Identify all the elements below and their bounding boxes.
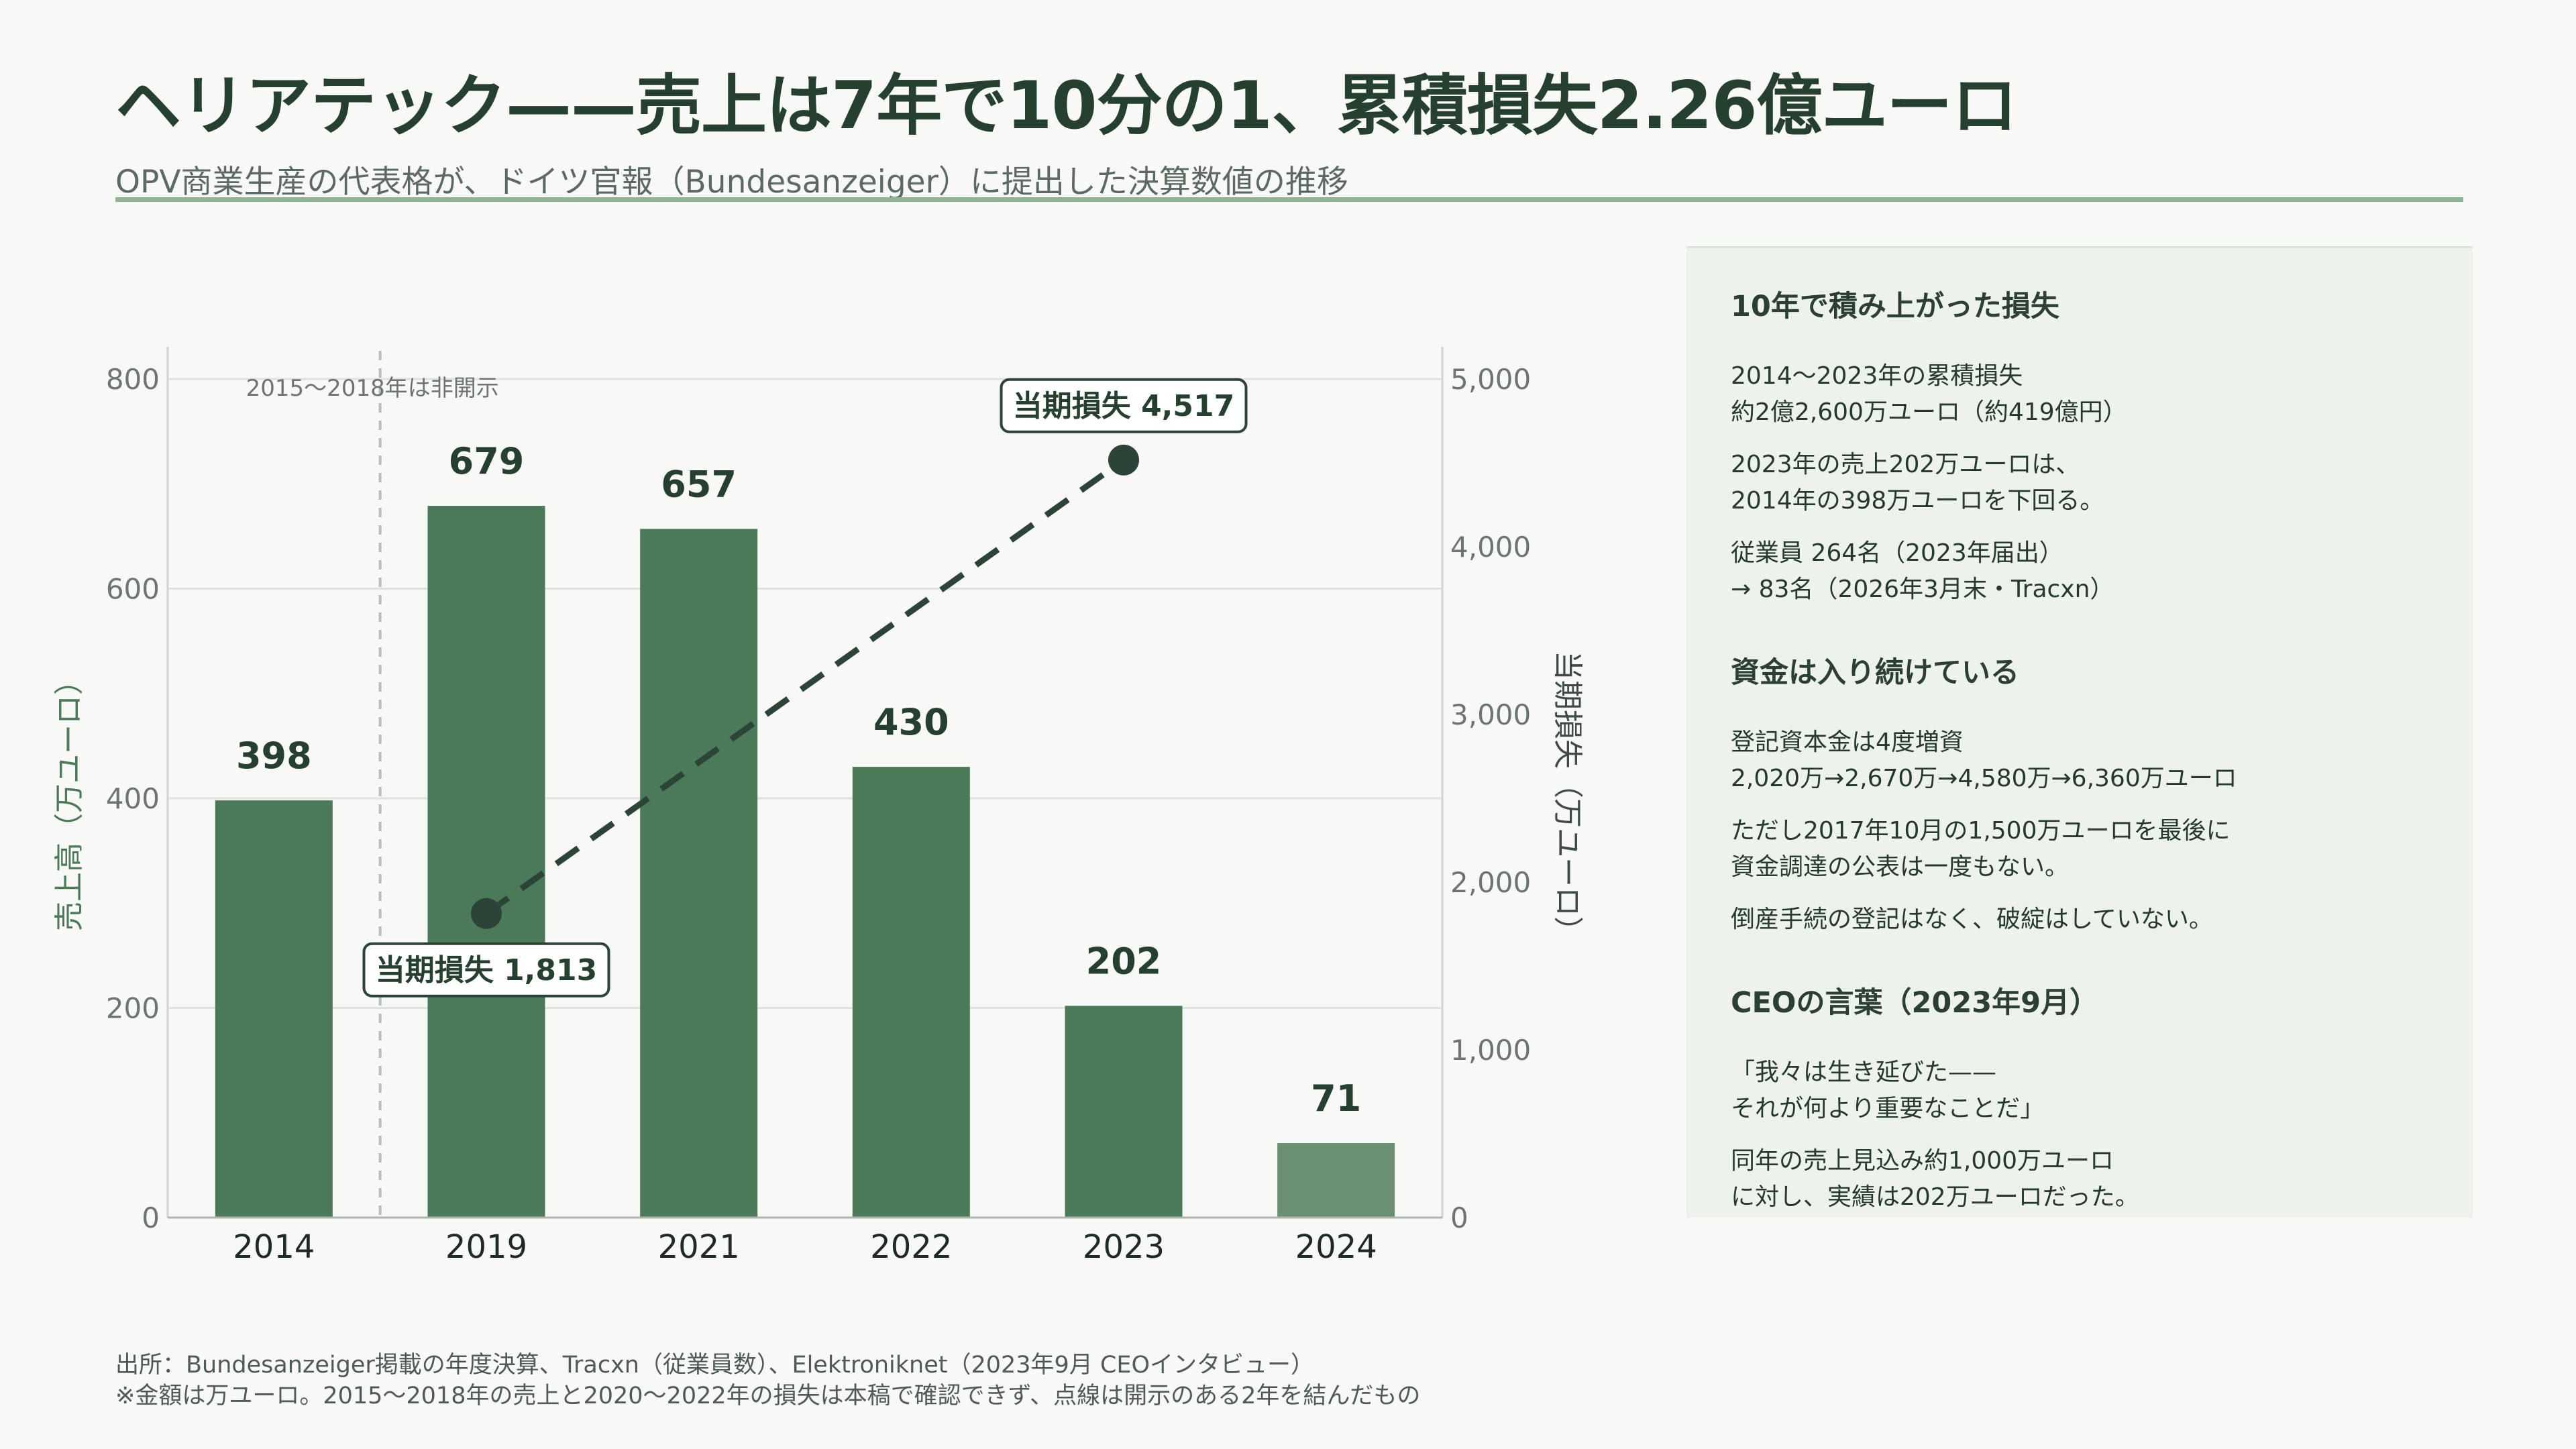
panel-heading: 10年で積み上がった損失: [1731, 290, 2059, 323]
loss-callout-box: [362, 942, 610, 998]
bar-value-label: 202: [1086, 940, 1162, 982]
loss-point: [1108, 444, 1139, 476]
bar-2022: [852, 767, 970, 1218]
y2-tick-label: 3,000: [1450, 698, 1531, 731]
loss-callout-label: 当期損失 1,813: [376, 953, 598, 987]
x-tick-label: 2019: [445, 1228, 527, 1266]
bar-2019: [427, 506, 545, 1218]
title-divider: [115, 197, 2463, 202]
loss-line: [471, 444, 1139, 929]
panel-heading: CEOの言葉（2023年9月）: [1731, 986, 2099, 1020]
panel-section: 資金は入り続けている登記資本金は4度増資 2,020万→2,670万→4,580…: [1731, 649, 2430, 938]
y2-axis-title: 当期損失（万ユーロ）: [1550, 651, 1585, 946]
grid-lines: [168, 378, 1442, 1219]
y-tick-label: 600: [106, 573, 160, 606]
bar-2023: [1065, 1006, 1183, 1218]
bar-value-label: 398: [236, 735, 312, 777]
y-tick-label: 200: [106, 992, 160, 1025]
panel-paragraph: 同年の売上見込み約1,000万ユーロ に対し、実績は202万ユーロだった。: [1731, 1147, 2139, 1211]
y2-tick-label: 0: [1450, 1201, 1468, 1234]
panel-section: 10年で積み上がった損失 2014〜2023年の累積損失 約2億2,600万ユーロ…: [1731, 283, 2430, 608]
loss-callout-label: 当期損失 4,517: [1013, 389, 1235, 423]
bar-2021: [640, 529, 758, 1218]
loss-point: [471, 898, 502, 929]
y-tick-label: 0: [142, 1201, 160, 1234]
y2-tick-label: 2,000: [1450, 866, 1531, 899]
bar-value-label: 657: [661, 463, 737, 505]
revenue-bars: [215, 506, 1395, 1218]
x-tick-label: 2014: [233, 1228, 315, 1266]
panel-paragraph: ただし2017年10月の1,500万ユーロを最後に 資金調達の公表は一度もない。: [1731, 817, 2231, 881]
panel-paragraph: 2014〜2023年の累積損失 約2億2,600万ユーロ（約419億円）: [1731, 362, 2127, 426]
bar-value-label: 71: [1311, 1077, 1361, 1120]
bar-value-label: 430: [873, 701, 949, 743]
loss-dashed-line: [484, 458, 1126, 916]
panel-paragraph: 登記資本金は4度増資 2,020万→2,670万→4,580万→6,360万ユー…: [1731, 729, 2237, 792]
x-tick-label: 2022: [870, 1228, 952, 1266]
panel-paragraph: 2023年の売上202万ユーロは、 2014年の398万ユーロを下回る。: [1731, 451, 2104, 515]
axes: 0 200 400 600 800 0 1,000 2,000 3,000 4,000 5,000 売…: [52, 347, 1585, 1266]
bar-2024: [1277, 1143, 1395, 1218]
x-tick-label: 2021: [658, 1228, 740, 1266]
y2-tick-label: 1,000: [1450, 1034, 1531, 1067]
x-tick-label: 2024: [1295, 1228, 1377, 1266]
panel-paragraph: 倒産手続の登記はなく、破綻はしていない。: [1731, 906, 2213, 933]
footer-source: 出所：Bundesanzeiger掲載の年度決算、Tracxn（従業員数）、El…: [115, 1352, 1315, 1379]
x-tick-label: 2023: [1083, 1228, 1165, 1266]
panel-heading: 資金は入り続けている: [1731, 656, 2019, 690]
data-labels: 398 679 657 430 202 71 当期損失 1,813 当期損失 4,517: [236, 378, 1361, 1120]
y-tick-label: 800: [106, 363, 160, 396]
footer: 出所：Bundesanzeiger掲載の年度決算、Tracxn（従業員数）、El…: [115, 1350, 1420, 1411]
panel-paragraph: 従業員 264名（2023年届出） → 83名（2026年3月末・Tracxn）: [1731, 539, 2114, 603]
y-tick-label: 400: [106, 782, 160, 815]
bar-value-label: 679: [449, 440, 525, 482]
y2-tick-label: 4,000: [1450, 531, 1531, 564]
y-axis-title: 売上高（万ユーロ）: [52, 665, 87, 931]
footer-note: ※金額は万ユーロ。2015〜2018年の売上と2020〜2022年の損失は本稿で…: [115, 1383, 1421, 1409]
undisclosed-divider: 2015〜2018年は非開示: [246, 351, 499, 1218]
page-subtitle: OPV商業生産の代表格が、ドイツ官報（Bundesanzeiger）に提出した決…: [115, 164, 1348, 201]
side-panel: 10年で積み上がった損失 2014〜2023年の累積損失 約2億2,600万ユーロ…: [1686, 246, 2473, 1218]
loss-callout-box: [1000, 378, 1248, 433]
revenue-loss-chart: 2015〜2018年は非開示 0 200 400 600 800 0 1,000 2,000 3…: [52, 347, 1585, 1266]
page-title: ヘリアテック——売上は7年で10分の1、累積損失2.26億ユーロ: [115, 68, 2018, 144]
undisclosed-annotation: 2015〜2018年は非開示: [246, 375, 499, 402]
panel-paragraph: 「我々は生き延びた—— それが何より重要なことだ」: [1731, 1059, 2045, 1122]
panel-section: CEOの言葉（2023年9月） 「我々は生き延びた—— それが何より重要なことだ」…: [1731, 979, 2430, 1216]
bar-2014: [215, 800, 333, 1218]
y2-tick-label: 5,000: [1450, 363, 1531, 396]
